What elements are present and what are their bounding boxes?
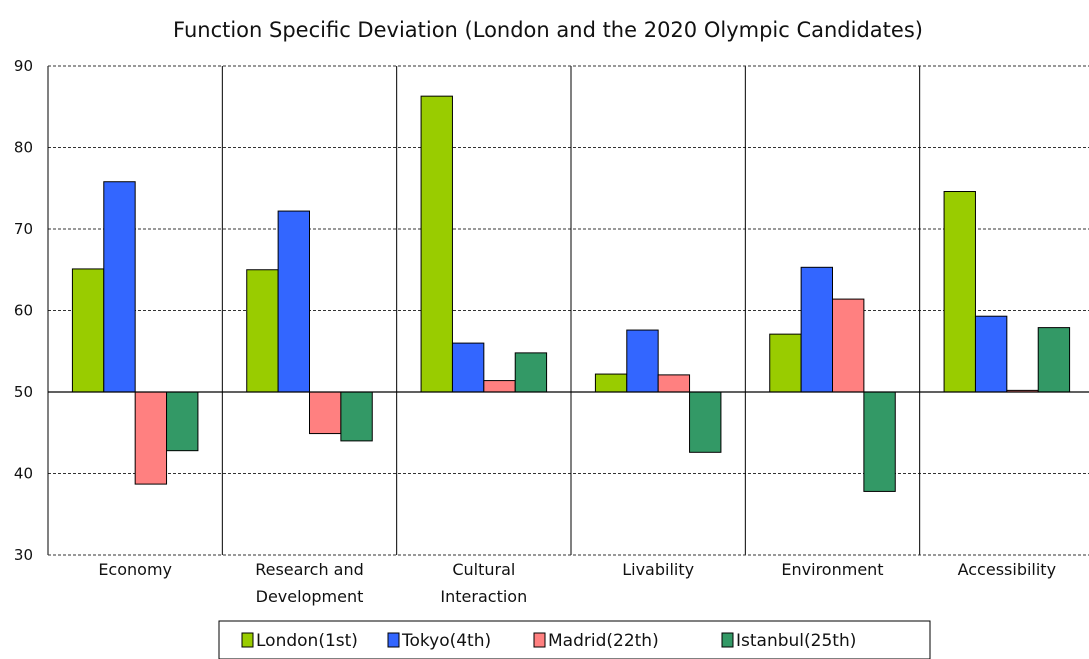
category-label: Economy (98, 560, 172, 579)
bar (483, 380, 516, 393)
bar (832, 298, 865, 393)
bar (166, 391, 199, 452)
chart-title: Function Specific Deviation (London and … (173, 18, 923, 42)
y-tick-label: 90 (14, 57, 33, 75)
y-tick-label: 40 (14, 465, 33, 483)
bar (657, 374, 691, 393)
bar (943, 191, 976, 393)
legend-label: Istanbul(25th) (736, 631, 856, 651)
y-tick-label: 30 (14, 546, 33, 564)
bar (134, 391, 168, 485)
legend-swatch (721, 632, 734, 648)
bar (277, 210, 310, 393)
category-label: Research and (255, 560, 364, 579)
category-label: Livability (622, 560, 694, 579)
legend-swatch (533, 632, 546, 648)
category-label: Interaction (440, 587, 527, 606)
y-tick-label: 50 (14, 383, 33, 401)
bar (514, 352, 548, 393)
bar (974, 315, 1008, 393)
y-tick-label: 70 (14, 220, 33, 238)
category-label: Accessibility (958, 560, 1056, 579)
bar (451, 342, 485, 393)
legend-label: Madrid(22th) (548, 631, 659, 651)
legend-swatch (241, 632, 254, 648)
bar (309, 391, 342, 435)
legend-label: Tokyo(4th) (401, 631, 491, 651)
bar (689, 391, 722, 453)
legend-label: London(1st) (256, 631, 358, 651)
bar (1037, 327, 1071, 393)
legend-box (218, 620, 931, 659)
y-tick-label: 60 (14, 302, 33, 320)
bar (594, 373, 628, 393)
bar (420, 95, 453, 393)
bar (340, 391, 373, 442)
bar (769, 333, 802, 393)
legend-swatch (387, 632, 400, 648)
bar (103, 181, 136, 393)
bar (863, 391, 896, 492)
bar (246, 269, 279, 393)
y-tick-label: 80 (14, 139, 33, 157)
category-label: Environment (781, 560, 883, 579)
bar (71, 268, 105, 393)
bar (800, 266, 833, 393)
bar (626, 329, 659, 393)
category-label: Cultural (452, 560, 515, 579)
category-label: Development (256, 587, 364, 606)
